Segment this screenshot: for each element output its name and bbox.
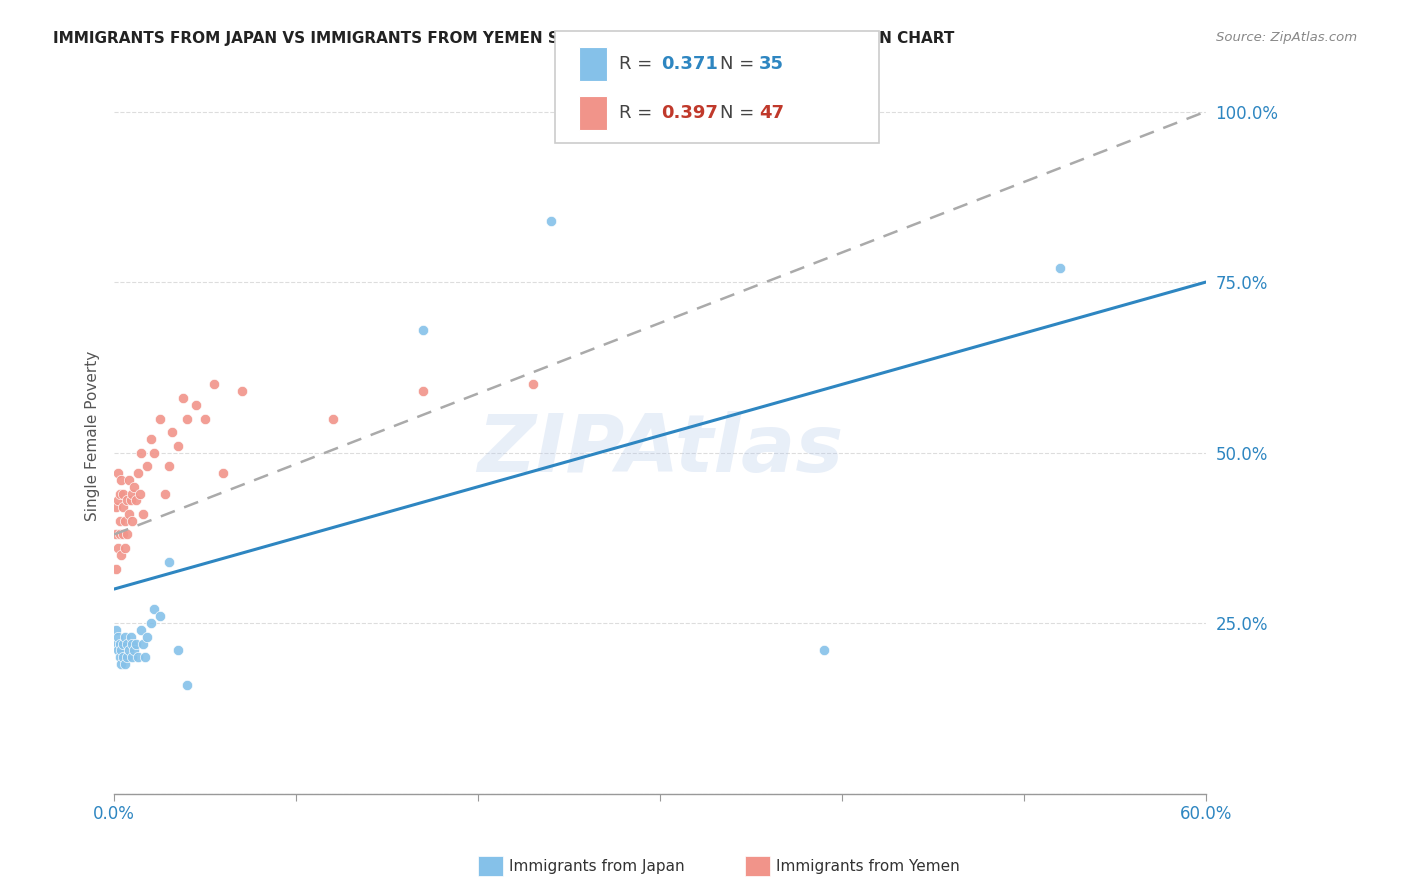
Text: 35: 35 — [759, 55, 785, 73]
Point — [136, 630, 159, 644]
Point — [131, 445, 153, 459]
Point — [132, 507, 155, 521]
Point — [162, 425, 184, 439]
Point — [176, 677, 198, 691]
Point — [136, 459, 159, 474]
Text: N =: N = — [720, 103, 759, 121]
Point — [118, 507, 141, 521]
Point — [112, 637, 135, 651]
Point — [172, 391, 194, 405]
Point — [184, 398, 207, 412]
Point — [122, 480, 145, 494]
Point — [107, 630, 129, 644]
Point — [120, 493, 142, 508]
Point — [110, 657, 132, 671]
Point — [157, 555, 180, 569]
Text: 0.397: 0.397 — [661, 103, 717, 121]
Point — [115, 637, 138, 651]
Point — [131, 623, 153, 637]
Point — [153, 486, 176, 500]
Point — [149, 609, 172, 624]
Point — [105, 527, 128, 541]
Point — [127, 650, 149, 665]
Text: R =: R = — [619, 55, 658, 73]
Point — [125, 637, 148, 651]
Text: Immigrants from Yemen: Immigrants from Yemen — [776, 859, 960, 873]
Point — [143, 602, 166, 616]
Text: ZIPAtlas: ZIPAtlas — [477, 411, 844, 489]
Point — [112, 486, 135, 500]
Point — [108, 637, 131, 651]
Point — [194, 411, 217, 425]
Point — [132, 637, 155, 651]
Point — [121, 486, 143, 500]
Point — [167, 439, 190, 453]
Point — [212, 466, 235, 480]
Point — [134, 650, 156, 665]
Point — [115, 493, 138, 508]
Point — [107, 643, 129, 657]
Point — [176, 411, 198, 425]
Text: N =: N = — [720, 55, 759, 73]
Point — [107, 493, 129, 508]
Point — [108, 514, 131, 528]
Point — [110, 548, 132, 562]
Point — [412, 323, 434, 337]
Point — [1049, 261, 1071, 276]
Point — [114, 514, 136, 528]
Point — [105, 637, 128, 651]
Point — [120, 630, 142, 644]
Point — [813, 643, 835, 657]
Point — [108, 527, 131, 541]
Y-axis label: Single Female Poverty: Single Female Poverty — [86, 351, 100, 521]
Point — [118, 473, 141, 487]
Point — [149, 411, 172, 425]
Point — [128, 486, 150, 500]
Point — [122, 643, 145, 657]
Point — [540, 213, 562, 227]
Point — [127, 466, 149, 480]
Point — [125, 493, 148, 508]
Point — [115, 527, 138, 541]
Point — [118, 643, 141, 657]
Text: Source: ZipAtlas.com: Source: ZipAtlas.com — [1216, 31, 1357, 45]
Point — [121, 637, 143, 651]
Point — [110, 643, 132, 657]
Point — [105, 623, 128, 637]
Point — [202, 377, 225, 392]
Point — [112, 500, 135, 515]
Point — [105, 561, 128, 575]
Text: R =: R = — [619, 103, 658, 121]
Point — [114, 630, 136, 644]
Point — [108, 650, 131, 665]
Point — [143, 445, 166, 459]
Point — [121, 650, 143, 665]
Point — [139, 432, 162, 446]
Point — [321, 411, 343, 425]
Point — [522, 377, 544, 392]
Point — [112, 527, 135, 541]
Text: IMMIGRANTS FROM JAPAN VS IMMIGRANTS FROM YEMEN SINGLE FEMALE POVERTY CORRELATION: IMMIGRANTS FROM JAPAN VS IMMIGRANTS FROM… — [53, 31, 955, 46]
Point — [115, 650, 138, 665]
Point — [157, 459, 180, 474]
Point — [114, 541, 136, 555]
Text: Immigrants from Japan: Immigrants from Japan — [509, 859, 685, 873]
Point — [114, 657, 136, 671]
Point — [412, 384, 434, 399]
Point — [139, 616, 162, 631]
Point — [105, 500, 128, 515]
Point — [107, 466, 129, 480]
Point — [121, 514, 143, 528]
Point — [110, 473, 132, 487]
Text: 47: 47 — [759, 103, 785, 121]
Text: 0.371: 0.371 — [661, 55, 717, 73]
Point — [108, 486, 131, 500]
Point — [167, 643, 190, 657]
Point — [107, 541, 129, 555]
Point — [112, 650, 135, 665]
Point — [231, 384, 253, 399]
